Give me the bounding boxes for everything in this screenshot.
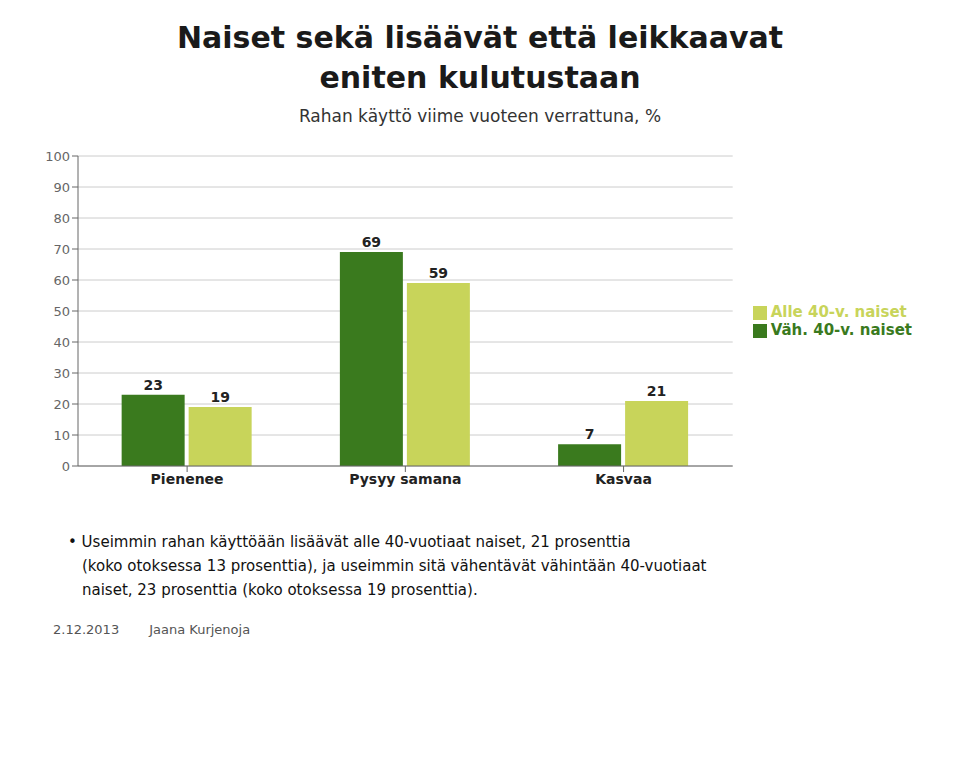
svg-text:10: 10 — [53, 428, 70, 443]
svg-text:Kasvaa: Kasvaa — [595, 471, 652, 487]
svg-text:40: 40 — [53, 335, 70, 350]
html-text:naiset, 23 prosenttia (koko ot: naiset, 23 prosenttia (koko otoksessa 19… — [82, 581, 478, 599]
svg-text:20: 20 — [53, 397, 70, 412]
svg-text:60: 60 — [53, 273, 70, 288]
svg-text:19: 19 — [210, 389, 229, 405]
html-text:(koko otoksessa 13 prosenttia): (koko otoksessa 13 prosenttia), ja useim… — [82, 557, 707, 575]
svg-text:Pysyy samana: Pysyy samana — [349, 471, 461, 487]
html-text:• Useimmin rahan käyttöään lis: • Useimmin rahan käyttöään lisäävät alle… — [68, 533, 631, 551]
svg-text:100: 100 — [45, 149, 70, 164]
svg-text:69: 69 — [362, 234, 381, 250]
html-text:Naiset sekä lisäävät että leik: Naiset sekä lisäävät että leikkaavat — [176, 20, 784, 55]
svg-text:70: 70 — [53, 242, 70, 257]
svg-text:59: 59 — [429, 265, 448, 281]
html-text:Rahan käyttö viime vuoteen ver: Rahan käyttö viime vuoteen verrattuna, % — [298, 106, 662, 126]
svg-text:90: 90 — [53, 180, 70, 195]
html-text:Jaana Kurjenoja: Jaana Kurjenoja — [149, 622, 251, 637]
svg-text:7: 7 — [585, 426, 595, 442]
svg-text:30: 30 — [53, 366, 70, 381]
html-text:2.12.2013: 2.12.2013 — [53, 622, 120, 637]
html-text:Alle 40-v. naiset: Alle 40-v. naiset — [770, 303, 907, 321]
svg-text:0: 0 — [62, 459, 70, 474]
html-text:Väh. 40-v. naiset: Väh. 40-v. naiset — [770, 321, 912, 339]
svg-text:50: 50 — [53, 304, 70, 319]
html-text:eniten kulutustaan: eniten kulutustaan — [319, 60, 641, 95]
svg-text:Pienenee: Pienenee — [151, 471, 224, 487]
svg-text:23: 23 — [143, 377, 162, 393]
svg-text:21: 21 — [647, 383, 666, 399]
svg-text:80: 80 — [53, 211, 70, 226]
